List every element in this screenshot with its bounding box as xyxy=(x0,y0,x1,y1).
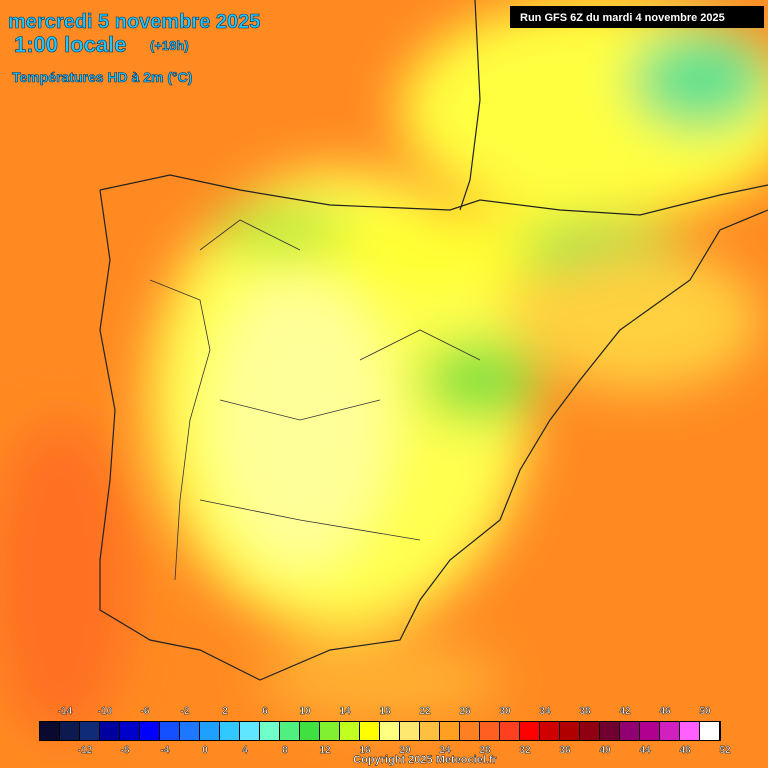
legend-label: 12 xyxy=(319,745,331,756)
run-box xyxy=(510,6,764,28)
legend-label: 26 xyxy=(459,706,471,717)
temperature-field xyxy=(0,0,768,740)
legend-label: 16 xyxy=(359,745,371,756)
title-time: 1:00 locale xyxy=(14,32,127,57)
legend-label: -14 xyxy=(58,706,73,717)
borders xyxy=(149,219,481,581)
legend-label: 42 xyxy=(619,706,631,717)
legend-label: 46 xyxy=(659,706,671,717)
legend-label: 36 xyxy=(559,745,571,756)
legend-label: 50 xyxy=(699,706,711,717)
legend-swatch xyxy=(180,722,199,740)
legend-label: 32 xyxy=(519,745,531,756)
run-info: Run GFS 6Z du mardi 4 novembre 2025 xyxy=(520,12,725,24)
legend-swatch xyxy=(280,722,299,740)
legend-label: 4 xyxy=(242,745,248,756)
legend-swatch xyxy=(540,722,559,740)
legend-swatch xyxy=(200,722,219,740)
legend-swatch xyxy=(700,722,719,740)
legend-swatch xyxy=(400,722,419,740)
parameter-label: Températures HD à 2m (°C) xyxy=(12,69,192,85)
legend-swatch xyxy=(500,722,519,740)
copyright: Copyright 2025 Meteociel.fr xyxy=(353,754,497,766)
legend-label: 6 xyxy=(262,706,268,717)
legend-label: 24 xyxy=(439,745,451,756)
legend-label: 14 xyxy=(339,706,351,717)
legend-label: 38 xyxy=(579,706,591,717)
legend-label: -2 xyxy=(181,706,190,717)
legend-swatch xyxy=(80,722,99,740)
legend-swatch xyxy=(320,722,339,740)
legend-swatch xyxy=(680,722,699,740)
legend-label: 18 xyxy=(379,706,391,717)
legend-swatch xyxy=(440,722,459,740)
legend-label: 2 xyxy=(222,706,228,717)
legend-label: 0 xyxy=(202,745,208,756)
legend-label: 44 xyxy=(639,745,651,756)
legend-swatch xyxy=(340,722,359,740)
legend-swatch xyxy=(160,722,179,740)
legend-swatch xyxy=(120,722,139,740)
legend-label: 10 xyxy=(299,706,311,717)
legend-swatch xyxy=(220,722,239,740)
legend-label: 20 xyxy=(399,745,411,756)
legend-label: -12 xyxy=(78,745,93,756)
legend-label: 52 xyxy=(719,745,731,756)
legend-swatch xyxy=(420,722,439,740)
coastline xyxy=(99,0,768,681)
legend-swatch xyxy=(580,722,599,740)
legend-swatch xyxy=(240,722,259,740)
legend-label: 22 xyxy=(419,706,431,717)
legend-swatch xyxy=(660,722,679,740)
legend-label: -4 xyxy=(161,745,170,756)
legend-label: -10 xyxy=(98,706,113,717)
legend-swatch xyxy=(480,722,499,740)
legend-swatch xyxy=(40,722,59,740)
legend-swatch xyxy=(360,722,379,740)
legend-swatch xyxy=(260,722,279,740)
lead-time: (+18h) xyxy=(150,38,189,53)
legend-label: -6 xyxy=(141,706,150,717)
legend-label: 28 xyxy=(479,745,491,756)
legend-label: -8 xyxy=(121,745,130,756)
legend: -14 -10 -6 -2 2 6 10 14 18 22 26 30 34 38 42 46 50-12 -8-… xyxy=(39,706,731,756)
legend-swatch xyxy=(600,722,619,740)
legend-label: 40 xyxy=(599,745,611,756)
legend-swatch xyxy=(520,722,539,740)
legend-swatch xyxy=(140,722,159,740)
legend-swatch xyxy=(60,722,79,740)
legend-label: 48 xyxy=(679,745,691,756)
legend-swatch xyxy=(560,722,579,740)
title-date: mercredi 5 novembre 2025 xyxy=(8,11,260,33)
legend-label: 34 xyxy=(539,706,551,717)
legend-label: 30 xyxy=(499,706,511,717)
legend-swatch xyxy=(300,722,319,740)
legend-swatch xyxy=(620,722,639,740)
legend-swatch xyxy=(640,722,659,740)
legend-label: 8 xyxy=(282,745,288,756)
legend-swatch xyxy=(380,722,399,740)
legend-swatch xyxy=(460,722,479,740)
legend-swatch xyxy=(100,722,119,740)
